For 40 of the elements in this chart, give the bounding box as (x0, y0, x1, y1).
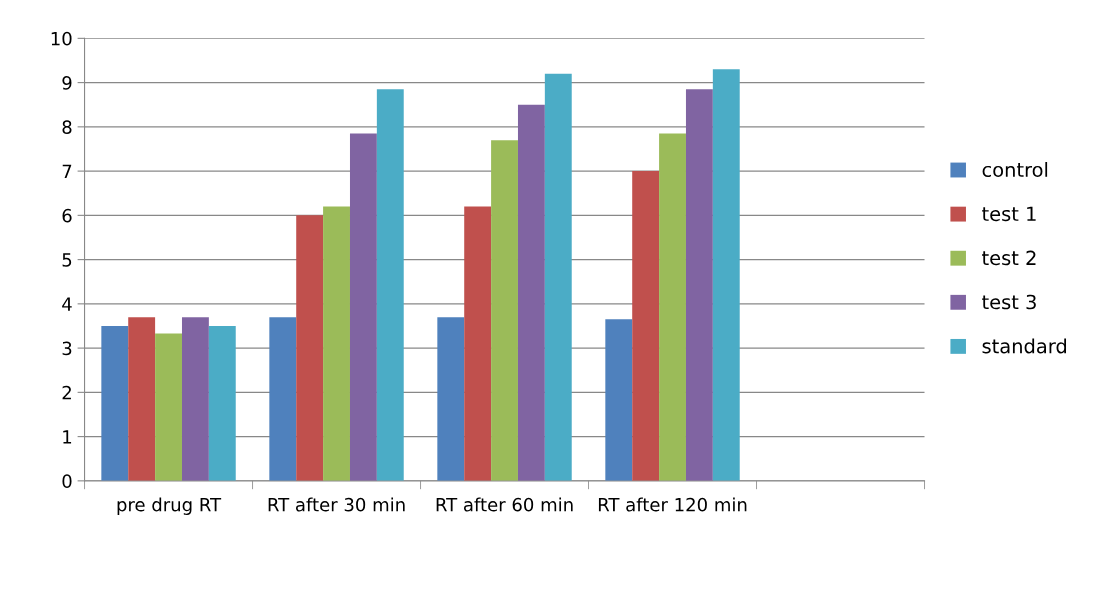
y-tick-label: 7 (62, 164, 72, 178)
bar (605, 319, 633, 481)
bar (181, 317, 209, 481)
y-tick-label: 5 (62, 253, 72, 267)
bar (296, 215, 324, 481)
bar (208, 325, 236, 481)
bar (101, 325, 129, 481)
y-tick-label: 9 (62, 76, 72, 90)
legend-label: standard (982, 338, 1067, 354)
y-tick-label: 10 (51, 31, 72, 46)
y-tick-label: 4 (62, 297, 72, 311)
bar (685, 89, 713, 481)
bar (632, 171, 660, 481)
legend-label: test 2 (982, 250, 1036, 266)
bar (269, 317, 297, 481)
y-tick-label: 2 (62, 385, 71, 400)
y-tick-label: 1 (63, 430, 72, 444)
bar (491, 140, 518, 481)
y-tick-label: 6 (62, 208, 72, 223)
legend-label: control (982, 162, 1048, 178)
legend-label: test 3 (982, 294, 1036, 310)
bar (323, 206, 350, 481)
x-tick-label: RT after 30 min (268, 497, 405, 512)
bar (659, 133, 686, 481)
y-tick-label: 3 (62, 341, 72, 356)
legend-label: test 1 (982, 206, 1036, 222)
x-tick-label: RT after 120 min (598, 497, 747, 512)
bar (437, 317, 465, 481)
bar (376, 89, 404, 481)
bar (349, 133, 377, 481)
x-tick-label: pre drug RT (117, 497, 222, 515)
bar (155, 333, 182, 481)
y-tick-label: 8 (62, 120, 72, 134)
bar (517, 104, 545, 481)
x-tick-label: RT after 60 min (436, 497, 573, 512)
bar (544, 73, 572, 481)
y-tick-label: 0 (62, 474, 72, 488)
bar (712, 69, 740, 481)
bar (128, 317, 156, 481)
bar (464, 206, 492, 481)
